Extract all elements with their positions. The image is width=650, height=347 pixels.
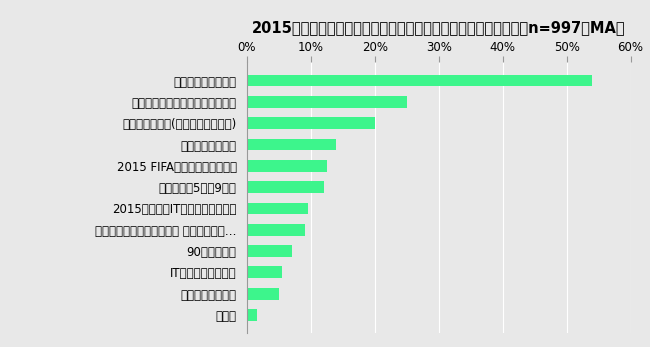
Bar: [247, 224, 304, 236]
Bar: [247, 160, 327, 172]
Bar: [247, 75, 592, 86]
Bar: [247, 288, 279, 299]
Bar: [247, 245, 292, 257]
Title: 2015年に話題になりそうなこと【文化・スポーツ・科学技術】（n=997、MA）: 2015年に話題になりそうなこと【文化・スポーツ・科学技術】（n=997、MA）: [252, 20, 625, 35]
Bar: [247, 203, 307, 214]
Bar: [247, 309, 257, 321]
Bar: [247, 181, 324, 193]
Bar: [247, 139, 337, 150]
Bar: [247, 117, 375, 129]
Bar: [247, 96, 407, 108]
Bar: [247, 266, 282, 278]
